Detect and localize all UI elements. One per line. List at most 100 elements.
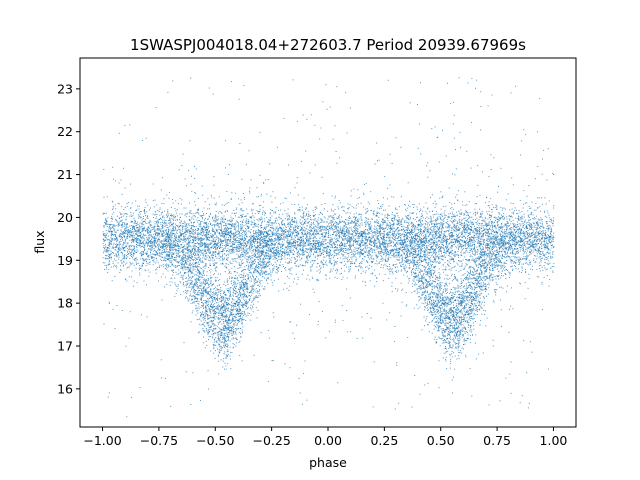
data-point: [329, 243, 331, 245]
data-point: [431, 226, 433, 228]
data-point: [148, 242, 150, 243]
data-point: [510, 240, 512, 241]
data-point: [332, 256, 334, 258]
data-point: [425, 242, 427, 244]
data-point: [414, 246, 416, 248]
data-point: [269, 236, 270, 238]
data-point: [269, 258, 271, 260]
data-point: [426, 232, 428, 234]
data-point: [342, 231, 344, 233]
data-point: [240, 223, 242, 225]
data-point: [364, 256, 366, 258]
data-point: [434, 239, 436, 241]
data-point: [540, 264, 542, 266]
data-point: [453, 223, 455, 225]
data-point: [350, 226, 352, 228]
data-point: [384, 253, 386, 255]
data-point: [356, 266, 358, 268]
data-point: [268, 264, 270, 265]
data-point: [313, 243, 315, 245]
data-point: [359, 246, 361, 248]
data-point: [470, 254, 472, 256]
data-point: [548, 240, 550, 242]
data-point: [519, 258, 521, 260]
data-point: [173, 229, 175, 231]
data-point: [181, 232, 183, 234]
data-point: [143, 226, 145, 228]
data-point: [162, 243, 164, 245]
data-point: [433, 227, 435, 229]
data-point: [454, 218, 456, 220]
data-point: [539, 246, 540, 248]
data-point: [213, 240, 215, 242]
data-point: [408, 229, 410, 231]
data-point: [390, 231, 392, 233]
data-point: [411, 241, 413, 243]
data-point: [355, 265, 357, 267]
data-point: [178, 256, 180, 258]
data-point: [499, 218, 501, 220]
data-point: [446, 236, 448, 238]
data-point: [455, 219, 457, 221]
data-point: [164, 244, 166, 246]
data-point: [372, 258, 374, 260]
data-point: [418, 203, 420, 205]
data-point: [134, 245, 136, 247]
data-point: [442, 247, 444, 249]
data-point: [221, 204, 223, 206]
data-point: [512, 268, 514, 270]
data-point: [500, 247, 502, 248]
data-point: [293, 239, 295, 241]
data-point: [460, 253, 462, 255]
data-point: [383, 247, 385, 249]
data-point: [124, 232, 126, 234]
data-point: [469, 244, 471, 246]
data-point: [136, 241, 138, 243]
data-point: [197, 229, 199, 231]
data-point: [545, 253, 547, 255]
data-point: [434, 251, 436, 253]
data-point: [121, 249, 123, 251]
data-point: [214, 224, 216, 226]
data-point: [535, 215, 537, 217]
data-point: [365, 251, 367, 253]
data-point: [240, 199, 242, 201]
data-point: [206, 227, 207, 229]
data-point: [368, 252, 370, 254]
data-point: [378, 273, 380, 275]
data-point: [336, 253, 337, 255]
data-point: [249, 238, 251, 240]
data-point: [339, 232, 340, 234]
data-point: [353, 256, 355, 258]
data-point: [417, 250, 419, 252]
data-point: [393, 230, 395, 232]
data-point: [417, 227, 419, 229]
data-point: [147, 232, 149, 234]
data-point: [394, 253, 395, 255]
data-point: [139, 240, 141, 242]
data-point: [499, 287, 501, 289]
data-point: [474, 240, 476, 242]
data-point: [315, 219, 317, 221]
data-point: [310, 243, 312, 245]
data-point: [416, 233, 418, 235]
data-point: [387, 227, 389, 229]
data-point: [514, 253, 516, 255]
data-point: [160, 276, 162, 278]
data-point: [489, 257, 491, 259]
data-point: [161, 254, 163, 256]
data-point: [163, 223, 165, 225]
data-point: [439, 240, 441, 242]
data-point: [203, 242, 205, 244]
data-point: [392, 248, 393, 250]
data-point: [463, 244, 465, 246]
data-point: [363, 206, 365, 208]
data-point: [115, 208, 117, 210]
data-point: [108, 245, 110, 247]
data-point: [489, 269, 491, 271]
data-point: [342, 235, 344, 236]
data-point: [458, 237, 460, 239]
data-point: [384, 230, 386, 232]
data-point: [319, 253, 321, 255]
data-point: [456, 221, 458, 223]
